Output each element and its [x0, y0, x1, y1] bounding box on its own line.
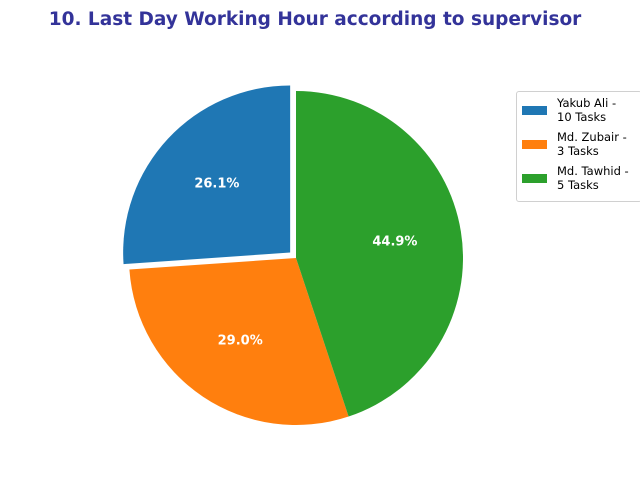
legend-item: Yakub Ali - 10 Tasks	[517, 96, 640, 130]
slice-percent-label: 44.9%	[372, 235, 417, 250]
pie-slice	[296, 91, 464, 417]
chart-title: 10. Last Day Working Hour according to s…	[48, 9, 582, 30]
legend-item: Md. Tawhid - 5 Tasks	[517, 164, 640, 198]
pie-slice	[123, 85, 291, 265]
slice-percent-label: 26.1%	[194, 177, 239, 192]
legend: Yakub Ali - 10 Tasks Md. Zubair - 3 Tasks…	[516, 91, 640, 202]
legend-label: Md. Zubair - 3 Tasks	[557, 130, 627, 158]
legend-label: Yakub Ali - 10 Tasks	[557, 96, 617, 124]
legend-label: Md. Tawhid - 5 Tasks	[557, 164, 629, 192]
slice-percent-label: 29.0%	[218, 334, 263, 349]
legend-swatch	[522, 106, 547, 115]
legend-item: Md. Zubair - 3 Tasks	[517, 130, 640, 164]
legend-swatch	[522, 174, 547, 183]
pie-slice	[129, 258, 349, 425]
legend-swatch	[522, 140, 547, 149]
